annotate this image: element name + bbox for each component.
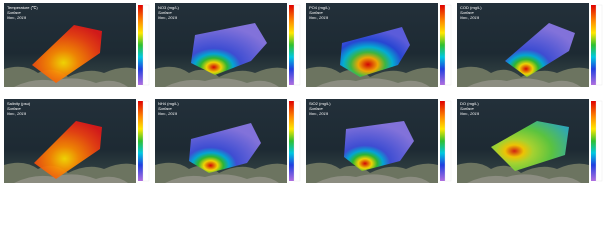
panel-title: Temperature (℃) [7,5,38,10]
colorbar-label-area [293,100,301,182]
panel-date: Nov., 2019 [460,15,480,20]
colorbar [440,5,445,85]
concentration-overlay [32,25,102,83]
panel-title: NH4 (mg/L) [158,101,179,106]
concentration-overlay [340,27,410,77]
panel-date: Nov., 2019 [7,15,27,20]
colorbar-label-area [444,100,452,182]
panel-title: Salinity (psu) [7,101,31,106]
colorbar-label-area [142,4,150,86]
panel-depth: Surface [460,10,475,15]
panel-depth: Surface [158,106,173,111]
panel-depth: Surface [309,106,324,111]
concentration-overlay [34,121,102,179]
colorbar [591,5,596,85]
panel-title: PO4 (mg/L) [309,5,330,10]
land-urban [165,174,279,183]
concentration-overlay [491,121,569,171]
concentration-overlay [189,123,261,173]
colorbar [440,101,445,181]
panel-date: Nov., 2019 [158,15,178,20]
panel-title: DO (mg/L) [460,101,479,106]
panel-date: Nov., 2019 [158,111,178,116]
panel-depth: Surface [7,10,22,15]
land-urban [467,174,581,183]
concentration-overlay [191,23,267,75]
colorbar-label-area [595,100,603,182]
concentration-overlay [505,23,575,77]
panel-depth: Surface [7,106,22,111]
colorbar [289,101,294,181]
panel-title: SiO2 (mg/L) [309,101,331,106]
land-urban [316,78,430,87]
colorbar [289,5,294,85]
colorbar-label-area [293,4,301,86]
panel-title: COD (mg/L) [460,5,482,10]
land-urban [165,78,279,87]
panel-depth: Surface [158,10,173,15]
land-urban [14,78,128,87]
panel-date: Nov., 2019 [460,111,480,116]
land-urban [467,78,581,87]
colorbar [591,101,596,181]
panel-date: Nov., 2019 [7,111,27,116]
colorbar-label-area [595,4,603,86]
colorbar [138,5,143,85]
land-urban [14,174,128,183]
panel-date: Nov., 2019 [309,15,329,20]
panel-date: Nov., 2019 [309,111,329,116]
colorbar-label-area [142,100,150,182]
colorbar [138,101,143,181]
land-urban [316,174,430,183]
panel-depth: Surface [460,106,475,111]
colorbar-label-area [444,4,452,86]
panel-depth: Surface [309,10,324,15]
panel-title: NO3 (mg/L) [158,5,180,10]
concentration-overlay [344,121,414,171]
